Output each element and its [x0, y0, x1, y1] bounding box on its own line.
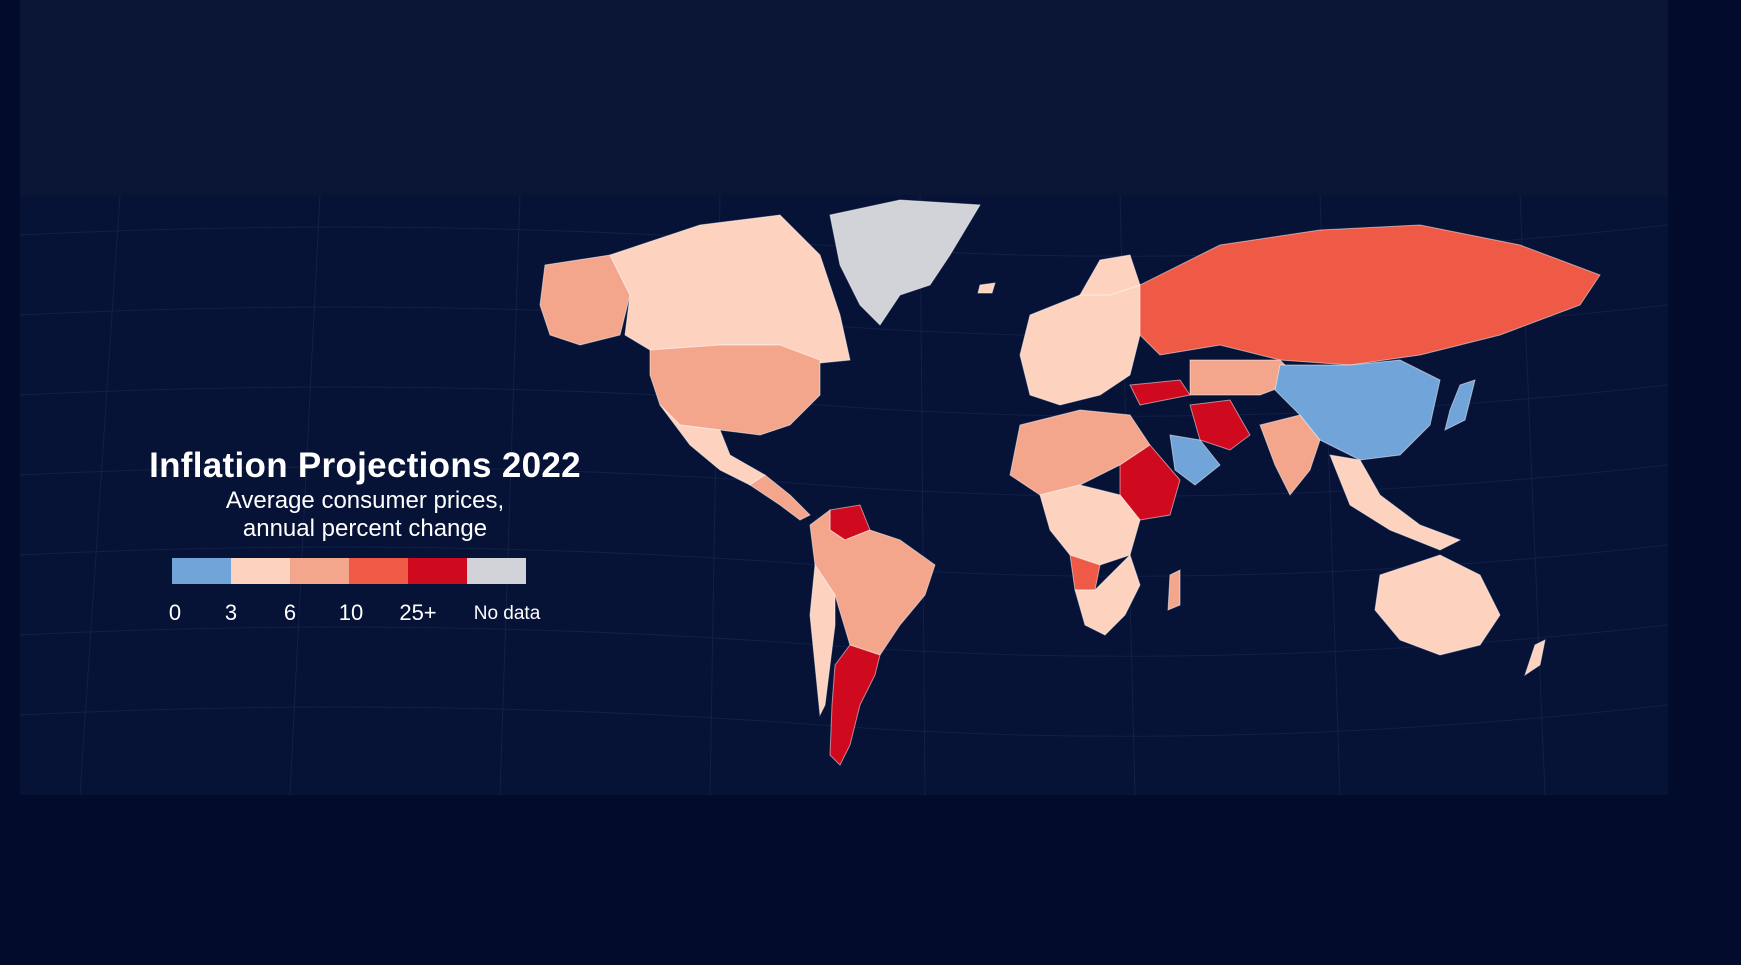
legend-swatch-3-to-6 — [231, 558, 290, 584]
legend-swatch-6-to-10 — [290, 558, 349, 584]
central-america[interactable] — [749, 474, 811, 521]
united-states[interactable] — [649, 344, 821, 436]
legend-tick-3: 3 — [224, 600, 238, 625]
legend-tick-25-plus: 25+ — [399, 600, 437, 625]
legend-subtitle-line1: Average consumer prices, — [225, 487, 505, 514]
map-panel — [20, 195, 1668, 795]
legend-swatch-over-25 — [408, 558, 467, 584]
legend: Inflation Projections 2022 Average consu… — [120, 445, 610, 625]
legend-no-data-label: No data — [473, 603, 541, 624]
legend-tick-10: 10 — [338, 600, 364, 625]
top-banner — [20, 0, 1668, 195]
russia[interactable] — [1139, 224, 1601, 366]
japan[interactable] — [1444, 379, 1476, 431]
southern-africa[interactable] — [1074, 554, 1141, 636]
legend-color-bar — [172, 558, 526, 584]
legend-swatch-10-to-25 — [349, 558, 408, 584]
legend-tick-0: 0 — [168, 600, 182, 625]
greenland[interactable] — [829, 199, 981, 326]
new-zealand[interactable] — [1524, 639, 1546, 677]
world-map — [20, 195, 1668, 795]
china[interactable] — [1274, 359, 1441, 461]
argentina[interactable] — [829, 644, 881, 766]
legend-tick-6: 6 — [283, 600, 297, 625]
scandinavia[interactable] — [1079, 254, 1141, 296]
legend-swatch-below-3 — [172, 558, 231, 584]
southeast-asia[interactable] — [1329, 454, 1462, 551]
south-america[interactable] — [809, 509, 936, 656]
iceland[interactable] — [977, 282, 996, 294]
madagascar[interactable] — [1167, 569, 1181, 611]
legend-swatch-no-data — [467, 558, 526, 584]
legend-title: Inflation Projections 2022 — [149, 446, 581, 485]
turkey[interactable] — [1129, 379, 1191, 406]
andes-region[interactable] — [809, 563, 836, 717]
australia[interactable] — [1374, 554, 1501, 656]
saudi-arabia[interactable] — [1169, 434, 1221, 486]
canada[interactable] — [609, 214, 851, 366]
central-asia[interactable] — [1189, 359, 1301, 396]
iran[interactable] — [1189, 399, 1251, 451]
legend-subtitle-line2: annual percent change — [242, 515, 488, 542]
